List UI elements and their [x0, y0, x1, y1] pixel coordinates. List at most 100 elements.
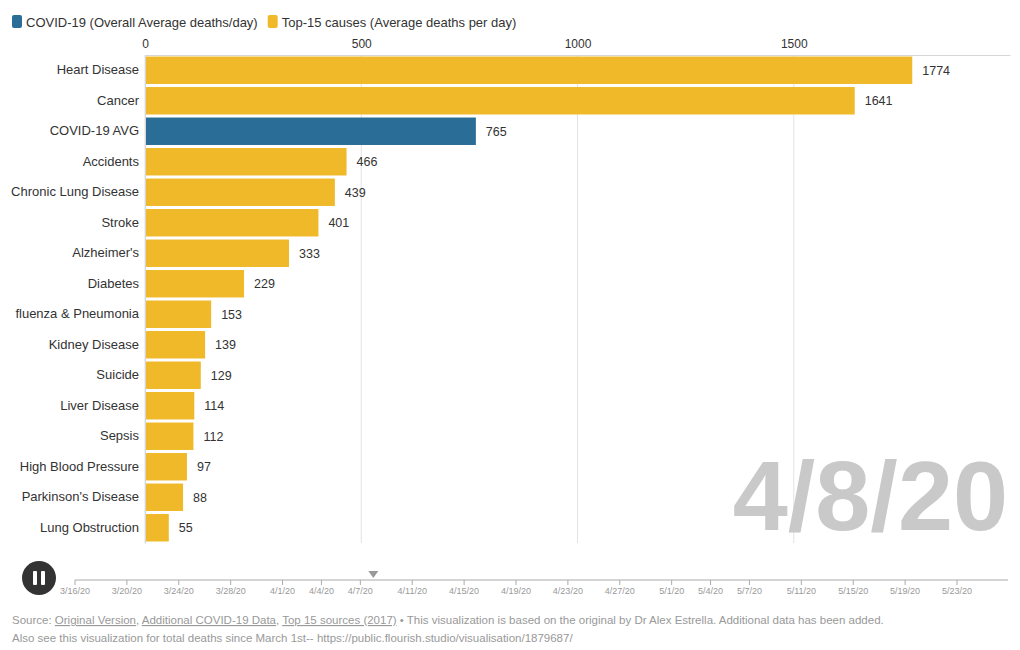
data-label: 129 [211, 369, 232, 383]
category-label: Cancer [97, 93, 140, 108]
footer-link[interactable]: Additional COVID-19 Data [142, 614, 277, 626]
bar [145, 87, 855, 114]
bar [145, 392, 194, 419]
bar [145, 331, 205, 358]
pause-button-circle[interactable] [22, 561, 56, 595]
timeline-handle[interactable] [368, 571, 378, 578]
footer-text: Source: [12, 614, 55, 626]
timeline-label: 3/24/20 [164, 586, 194, 596]
timeline-tick [321, 580, 322, 585]
bars [145, 57, 912, 542]
y-tick: Lung Obstruction [40, 520, 145, 535]
footer-link[interactable]: Original Version [55, 614, 136, 626]
data-label: 1641 [865, 94, 893, 108]
data-label: 153 [221, 308, 242, 322]
timeline-label: 4/27/20 [605, 586, 635, 596]
x-tick: 1500 [781, 37, 808, 55]
data-label: 333 [299, 247, 320, 261]
y-tick: Diabetes [88, 276, 145, 291]
timeline-tick [412, 580, 413, 585]
timeline-label: 5/23/20 [942, 586, 972, 596]
grid [145, 55, 794, 543]
category-label: Alzheimer's [72, 245, 139, 260]
y-tick: Alzheimer's [72, 245, 145, 260]
footer-text: Also see this visualization for total de… [12, 632, 573, 644]
y-axis-line [145, 56, 146, 544]
bar [145, 514, 169, 541]
y-tick: fluenza & Pneumonia [15, 306, 145, 321]
timeline-label: 5/4/20 [698, 586, 723, 596]
timeline-tick [671, 580, 672, 585]
timeline-tick [567, 580, 568, 585]
y-tick: Sepsis [100, 428, 145, 443]
pause-icon-bar[interactable] [33, 571, 37, 585]
timeline-tick [516, 580, 517, 585]
x-tick: 0 [142, 37, 149, 55]
grid-line [577, 55, 578, 543]
timeline-tick [801, 580, 802, 585]
timeline-tick [710, 580, 711, 585]
bar [145, 57, 912, 84]
data-label: 112 [203, 430, 223, 444]
y-tick: Kidney Disease [49, 337, 145, 352]
data-label: 466 [357, 155, 378, 169]
timeline-label: 5/11/20 [787, 586, 816, 596]
timeline-tick [230, 580, 231, 585]
data-label: 229 [254, 277, 275, 291]
timeline-label: 4/23/20 [553, 586, 583, 596]
timeline-label: 4/11/20 [398, 586, 427, 596]
category-label: fluenza & Pneumonia [15, 306, 139, 321]
timeline-label: 3/16/20 [60, 586, 90, 596]
category-label: Stroke [101, 215, 139, 230]
x-tick: 1000 [565, 37, 592, 55]
category-label: High Blood Pressure [20, 459, 139, 474]
y-axis: Heart DiseaseCancerCOVID-19 AVGAccidents… [11, 56, 145, 544]
bar [145, 484, 183, 511]
timeline-track [75, 580, 1008, 581]
y-tick: Parkinson's Disease [22, 489, 145, 504]
timeline-label: 5/1/20 [659, 586, 684, 596]
x-tick-label: 1500 [781, 37, 808, 51]
legend-label: Top-15 causes (Average deaths per day) [282, 15, 517, 30]
timeline-tick [749, 580, 750, 585]
y-tick: Accidents [83, 154, 145, 169]
timeline-tick [905, 580, 906, 585]
timeline: 3/16/203/20/203/24/203/28/204/1/204/4/20… [60, 571, 1008, 596]
x-tick: 500 [352, 37, 372, 55]
footer-line: Source: Original Version, Additional COV… [12, 614, 884, 626]
timeline-tick [282, 580, 283, 585]
data-label: 97 [197, 460, 211, 474]
pause-button[interactable] [22, 561, 56, 595]
footer: Source: Original Version, Additional COV… [12, 614, 884, 644]
bar [145, 209, 318, 236]
timeline-label: 5/7/20 [737, 586, 762, 596]
data-label: 401 [328, 216, 349, 230]
timeline-label: 4/1/20 [270, 586, 295, 596]
footer-text: • This visualization is based on the ori… [397, 614, 884, 626]
legend-item: Top-15 causes (Average deaths per day) [268, 15, 517, 30]
data-label: 55 [179, 521, 193, 535]
footer-line: Also see this visualization for total de… [12, 632, 573, 644]
timeline-tick [178, 580, 179, 585]
legend-item: COVID-19 (Overall Average deaths/day) [12, 15, 258, 30]
footer-link[interactable]: Top 15 sources (2017) [282, 614, 397, 626]
data-label: 114 [204, 399, 224, 413]
category-label: Liver Disease [60, 398, 139, 413]
grid-line [145, 55, 146, 543]
timeline-label: 3/28/20 [216, 586, 246, 596]
x-axis-line [146, 55, 1011, 56]
data-labels: 7651774164146643940133322915313912911411… [179, 64, 950, 536]
timeline-tick [853, 580, 854, 585]
timeline-tick [360, 580, 361, 585]
pause-icon-bar[interactable] [41, 571, 45, 585]
timeline-label: 4/15/20 [449, 586, 479, 596]
timeline-tick [126, 580, 127, 585]
timeline-tick [619, 580, 620, 585]
bar [145, 240, 289, 267]
category-label: Parkinson's Disease [22, 489, 139, 504]
bar [145, 362, 201, 389]
current-date: 4/8/20 [733, 440, 1008, 551]
bar [145, 423, 193, 450]
category-label: Accidents [83, 154, 140, 169]
category-label: Suicide [96, 367, 139, 382]
